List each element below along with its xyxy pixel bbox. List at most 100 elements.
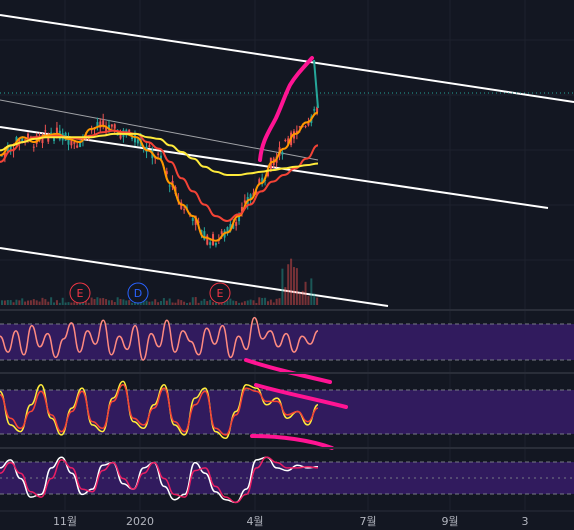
volume-bar [197, 302, 200, 305]
candle-body [316, 107, 319, 113]
candle-body [180, 202, 183, 209]
volume-bar [110, 300, 113, 305]
candle-body [238, 215, 241, 222]
volume-bar [165, 300, 168, 305]
oscillator-pane-3[interactable] [0, 456, 574, 504]
candle-body [249, 194, 252, 200]
candle-body [53, 136, 56, 142]
volume-bar [64, 302, 67, 305]
x-tick-label: 9월 [441, 515, 458, 528]
volume-bar [128, 300, 131, 305]
volume-bar [102, 298, 105, 305]
volume-bar [264, 297, 267, 305]
volume-bar [21, 298, 24, 305]
candle-body [191, 218, 194, 221]
volume-bar [145, 300, 148, 305]
annotation-stroke [244, 358, 332, 384]
candle-body [44, 130, 47, 132]
volume-bar [157, 302, 160, 305]
volume-bar [35, 300, 38, 305]
candle-body [200, 230, 203, 235]
candle-body [165, 171, 168, 175]
event-label: E [77, 287, 84, 300]
volume-bar [194, 297, 197, 305]
candle-body [220, 231, 223, 235]
volume-bar [304, 281, 307, 305]
candle-body [6, 146, 9, 154]
volume-bar [316, 297, 319, 305]
volume-bar [206, 301, 209, 305]
oscillator-pane-2[interactable] [0, 380, 574, 450]
candle-body [41, 135, 44, 144]
candle-body [3, 152, 6, 159]
candle-body [281, 152, 284, 155]
volume-bar [12, 302, 15, 305]
x-tick-label: 3 [522, 515, 529, 528]
candle-body [131, 137, 134, 140]
volume-bar [55, 300, 58, 305]
candle-body [255, 191, 258, 196]
candle-body [229, 223, 232, 232]
volume-bar [281, 268, 284, 305]
candle-body [113, 124, 116, 129]
candle-body [243, 200, 246, 203]
volume-bar [67, 302, 70, 305]
volume-bar [38, 301, 41, 305]
volume-bar [61, 297, 64, 305]
volume-bar [18, 300, 21, 305]
volume-bar [212, 302, 215, 305]
volume-bar [235, 301, 238, 305]
volume-bar [1, 300, 3, 305]
volume-bar [229, 298, 232, 305]
volume-bar [301, 290, 304, 305]
volume-bar [188, 302, 191, 305]
volume-bar [238, 302, 241, 305]
x-tick-label: 7월 [359, 515, 376, 528]
candle-body [21, 138, 24, 143]
volume-bar [298, 292, 301, 305]
volume-bar [243, 301, 246, 305]
volume-bar [6, 300, 9, 305]
candle-body [304, 126, 307, 128]
candle-body [258, 179, 261, 184]
candle-body [24, 139, 27, 141]
oscillator-pane-1[interactable] [0, 316, 574, 384]
volume-bar [290, 258, 293, 305]
event-marker [69, 282, 91, 304]
volume-bar [162, 298, 165, 305]
volume-bar [266, 301, 269, 305]
volume-bar [9, 300, 12, 305]
volume-bar [44, 299, 47, 305]
ma-line [0, 129, 319, 223]
volume-bar [15, 299, 18, 305]
volume-bar [32, 299, 35, 305]
volume-bar [295, 268, 298, 305]
volume-bar [214, 302, 217, 305]
volume-bar [148, 301, 151, 305]
x-axis[interactable]: 11월 2020 4월 7월 9월 3 [0, 510, 574, 528]
candle-body [35, 135, 38, 144]
volume-bar [107, 300, 110, 305]
candle-body [313, 109, 316, 111]
volume-bar [50, 297, 53, 305]
candle-body [287, 138, 290, 145]
annotation-stroke [258, 56, 314, 162]
candle-body [32, 146, 35, 148]
volume-bar [116, 297, 119, 305]
event-label: D [134, 287, 142, 300]
annotation-stroke [254, 383, 348, 409]
event-marker [127, 282, 149, 304]
volume-bar [191, 297, 194, 305]
volume-bar [99, 298, 102, 305]
candle-body [206, 235, 209, 245]
volume-bar [307, 296, 310, 305]
candle-body [261, 177, 264, 185]
volume-bar [41, 297, 44, 305]
volume-bar [119, 299, 122, 305]
osc-line [0, 456, 319, 504]
candle-body [79, 142, 82, 148]
